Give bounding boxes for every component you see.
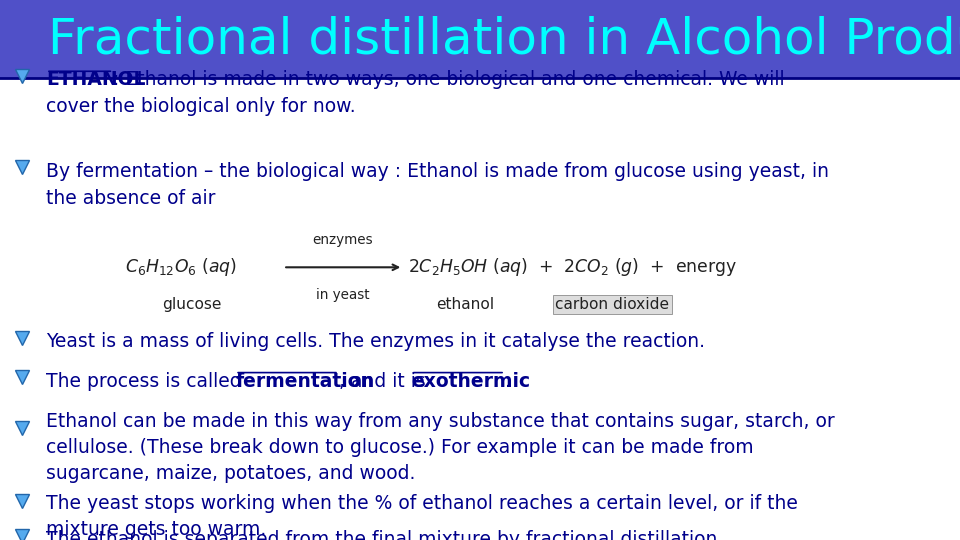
Text: Yeast is a mass of living cells. The enzymes in it catalyse the reaction.: Yeast is a mass of living cells. The enz… (46, 332, 705, 351)
Text: carbon dioxide: carbon dioxide (556, 297, 669, 312)
Text: .: . (505, 372, 511, 390)
Text: By fermentation – the biological way : Ethanol is made from glucose using yeast,: By fermentation – the biological way : E… (46, 162, 829, 181)
Text: exothermic: exothermic (411, 372, 530, 390)
Text: ETHANOL: ETHANOL (46, 70, 146, 89)
Text: The yeast stops working when the % of ethanol reaches a certain level, or if the: The yeast stops working when the % of et… (46, 494, 798, 539)
Text: enzymes: enzymes (312, 233, 373, 247)
Text: in yeast: in yeast (316, 288, 370, 302)
Text: , and it is: , and it is (339, 372, 432, 390)
Text: Ethanol can be made in this way from any substance that contains sugar, starch, : Ethanol can be made in this way from any… (46, 412, 835, 483)
Text: The ethanol is separated from the final mixture by fractional distillation.: The ethanol is separated from the final … (46, 530, 723, 540)
Text: $C_6H_{12}O_6\ (aq)$: $C_6H_{12}O_6\ (aq)$ (125, 256, 237, 278)
Text: : Ethanol is made in two ways, one biological and one chemical. We will: : Ethanol is made in two ways, one biolo… (113, 70, 785, 89)
Text: glucose: glucose (162, 297, 222, 312)
FancyBboxPatch shape (0, 0, 960, 78)
Text: $2C_2H_5OH\ (aq)$  +  $2CO_2\ (g)$  +  energy: $2C_2H_5OH\ (aq)$ + $2CO_2\ (g)$ + energ… (408, 256, 737, 278)
Text: fermentation: fermentation (235, 372, 374, 390)
Text: Fractional distillation in Alcohol Production: Fractional distillation in Alcohol Produ… (48, 15, 960, 63)
Text: cover the biological only for now.: cover the biological only for now. (46, 97, 356, 116)
Text: ethanol: ethanol (437, 297, 494, 312)
Text: The process is called: The process is called (46, 372, 248, 390)
Text: the absence of air: the absence of air (46, 189, 216, 208)
